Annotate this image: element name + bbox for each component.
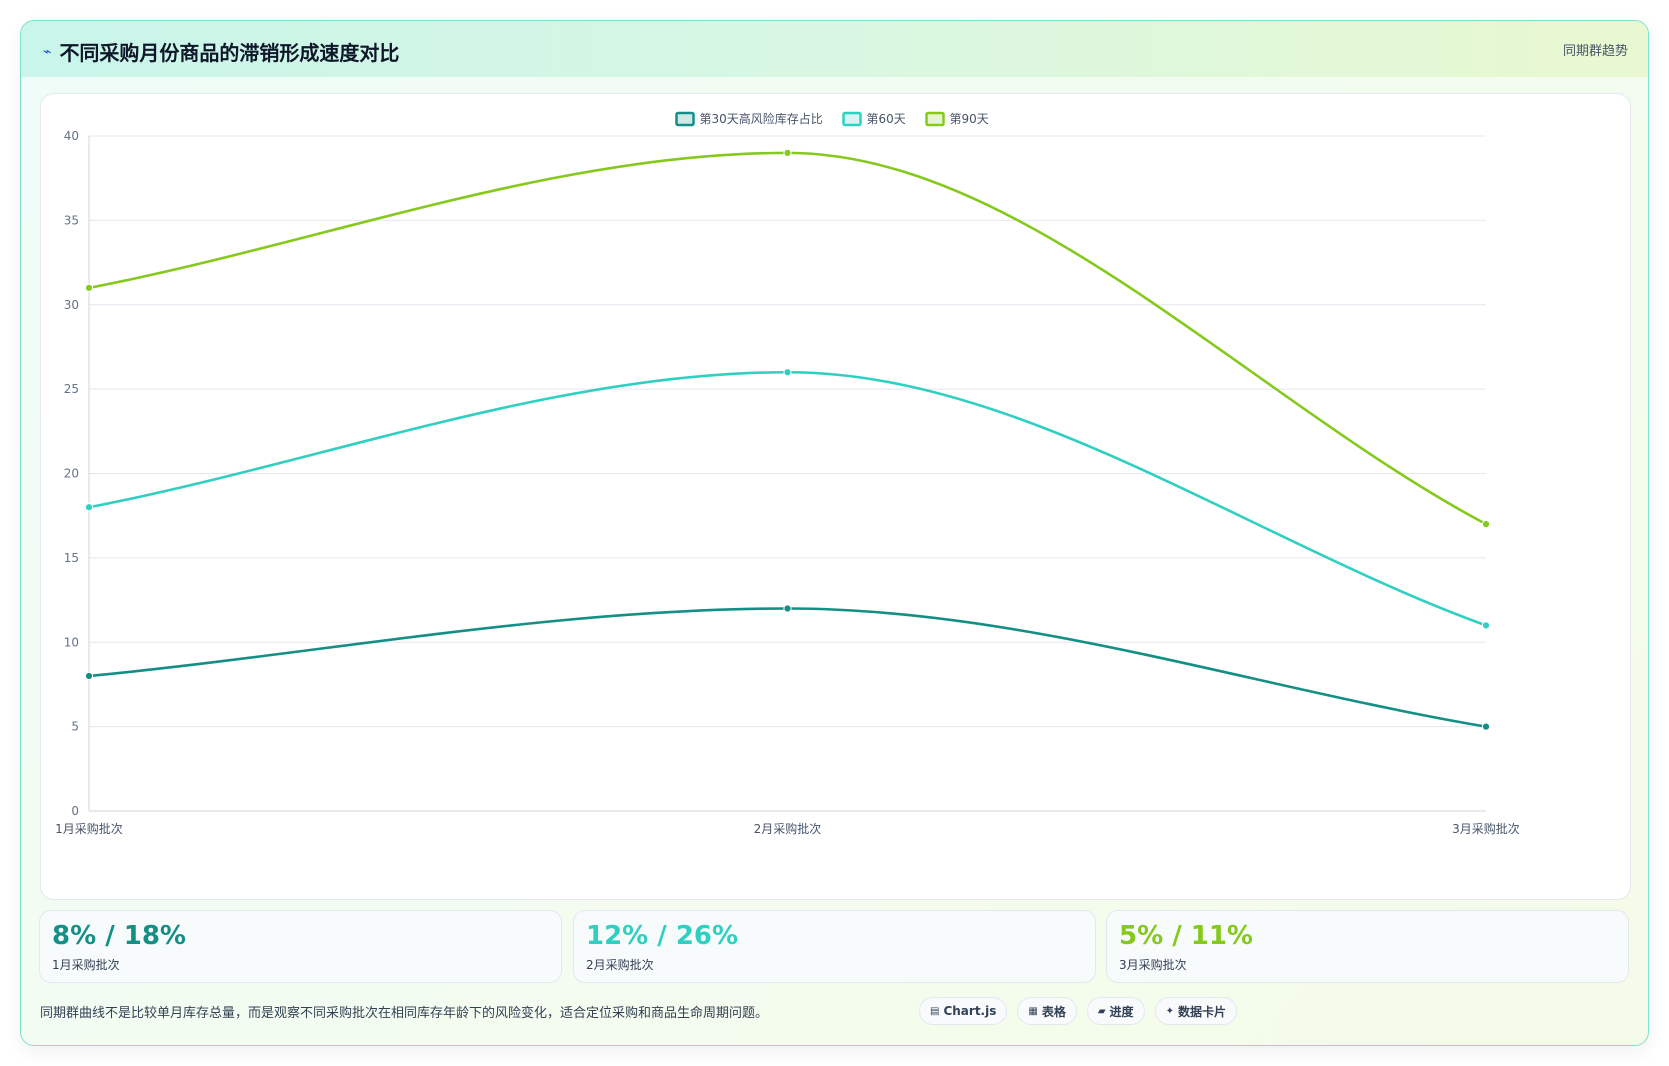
header-tag: 同期群趋势 — [1562, 44, 1628, 59]
y-tick-label: 40 — [64, 129, 79, 143]
y-tick-label: 30 — [64, 298, 79, 312]
stat-label: 2月采购批次 — [586, 958, 654, 972]
series-line-2 — [87, 370, 1488, 627]
stat-card-3: 5% / 11% 3月采购批次 — [1106, 910, 1629, 983]
data-point — [84, 283, 94, 292]
sparkle-icon: ✦ — [1165, 1005, 1174, 1017]
series-line-3 — [87, 151, 1488, 526]
y-tick-label: 15 — [64, 551, 79, 565]
legend-swatch — [842, 111, 862, 127]
legend-label: 第60天 — [867, 112, 906, 126]
table-icon: ▦ — [1028, 1005, 1038, 1017]
chip-label: 表格 — [1041, 1004, 1066, 1019]
chip-progress[interactable]: ▰ 进度 — [1086, 997, 1145, 1025]
chip-label: Chart.js — [943, 1004, 997, 1018]
data-point — [1481, 722, 1491, 731]
chip-table[interactable]: ▦ 表格 — [1017, 997, 1077, 1025]
data-point — [783, 604, 792, 613]
y-tick-label: 20 — [64, 467, 79, 481]
chart-panel: 0 5 10 15 20 25 30 35 40 1月采购批次 2月采购批次 3月采购批次 第30天高风… — [40, 93, 1631, 900]
chip-label: 进度 — [1109, 1004, 1134, 1019]
x-tick-label: 2月采购批次 — [754, 821, 822, 836]
progress-icon: ▰ — [1097, 1005, 1106, 1017]
legend-label: 第90天 — [950, 112, 989, 126]
legend-label: 第30天高风险库存占比 — [700, 111, 823, 126]
y-tick-label: 35 — [64, 213, 79, 227]
x-tick-label: 3月采购批次 — [1452, 821, 1520, 836]
stat-value: 12% / 26% — [586, 921, 739, 951]
stat-card-1: 8% / 18% 1月采购批次 — [39, 910, 562, 983]
y-tick-label: 10 — [64, 635, 79, 649]
series-line-1 — [87, 607, 1488, 728]
chart-card: ⌁ 不同采购月份商品的滞销形成速度对比 同期群趋势 0 5 10 15 20 25 30 35… — [20, 20, 1649, 1046]
chart-icon: ▤ — [930, 1005, 940, 1017]
legend-swatch — [675, 111, 695, 127]
chip-chartjs[interactable]: ▤ Chart.js — [919, 997, 1008, 1025]
title-wrap: ⌁ 不同采购月份商品的滞销形成速度对比 — [43, 37, 399, 66]
y-tick-label: 0 — [71, 804, 79, 818]
stat-card-2: 12% / 26% 2月采购批次 — [573, 910, 1096, 983]
data-point — [783, 368, 792, 377]
stat-label: 1月采购批次 — [52, 958, 120, 972]
stat-value: 8% / 18% — [52, 921, 186, 951]
data-point — [1481, 621, 1491, 630]
data-point — [84, 671, 94, 681]
chart-trend-icon: ⌁ — [43, 43, 52, 60]
legend-swatch — [925, 111, 945, 127]
data-point — [1481, 520, 1491, 529]
chip-label: 数据卡片 — [1177, 1004, 1226, 1019]
line-chart: 0 5 10 15 20 25 30 35 40 1月采购批次 2月采购批次 3月采购批次 第30天高风… — [55, 111, 1520, 836]
page-title: 不同采购月份商品的滞销形成速度对比 — [59, 41, 400, 65]
data-point — [84, 503, 94, 512]
x-tick-label: 1月采购批次 — [55, 821, 123, 836]
data-point — [783, 148, 792, 157]
y-tick-label: 5 — [71, 720, 79, 734]
chip-row: ▤ Chart.js ▦ 表格 ▰ 进度 ✦ 数据卡片 — [919, 997, 1237, 1025]
card-header: ⌁ 不同采购月份商品的滞销形成速度对比 同期群趋势 — [21, 21, 1648, 77]
stat-label: 3月采购批次 — [1119, 958, 1187, 972]
stat-value: 5% / 11% — [1119, 921, 1253, 951]
footnote: 同期群曲线不是比较单月库存总量，而是观察不同采购批次在相同库存年龄下的风险变化，… — [40, 1006, 769, 1021]
chip-data-card[interactable]: ✦ 数据卡片 — [1154, 997, 1237, 1025]
y-tick-label: 25 — [64, 382, 79, 396]
